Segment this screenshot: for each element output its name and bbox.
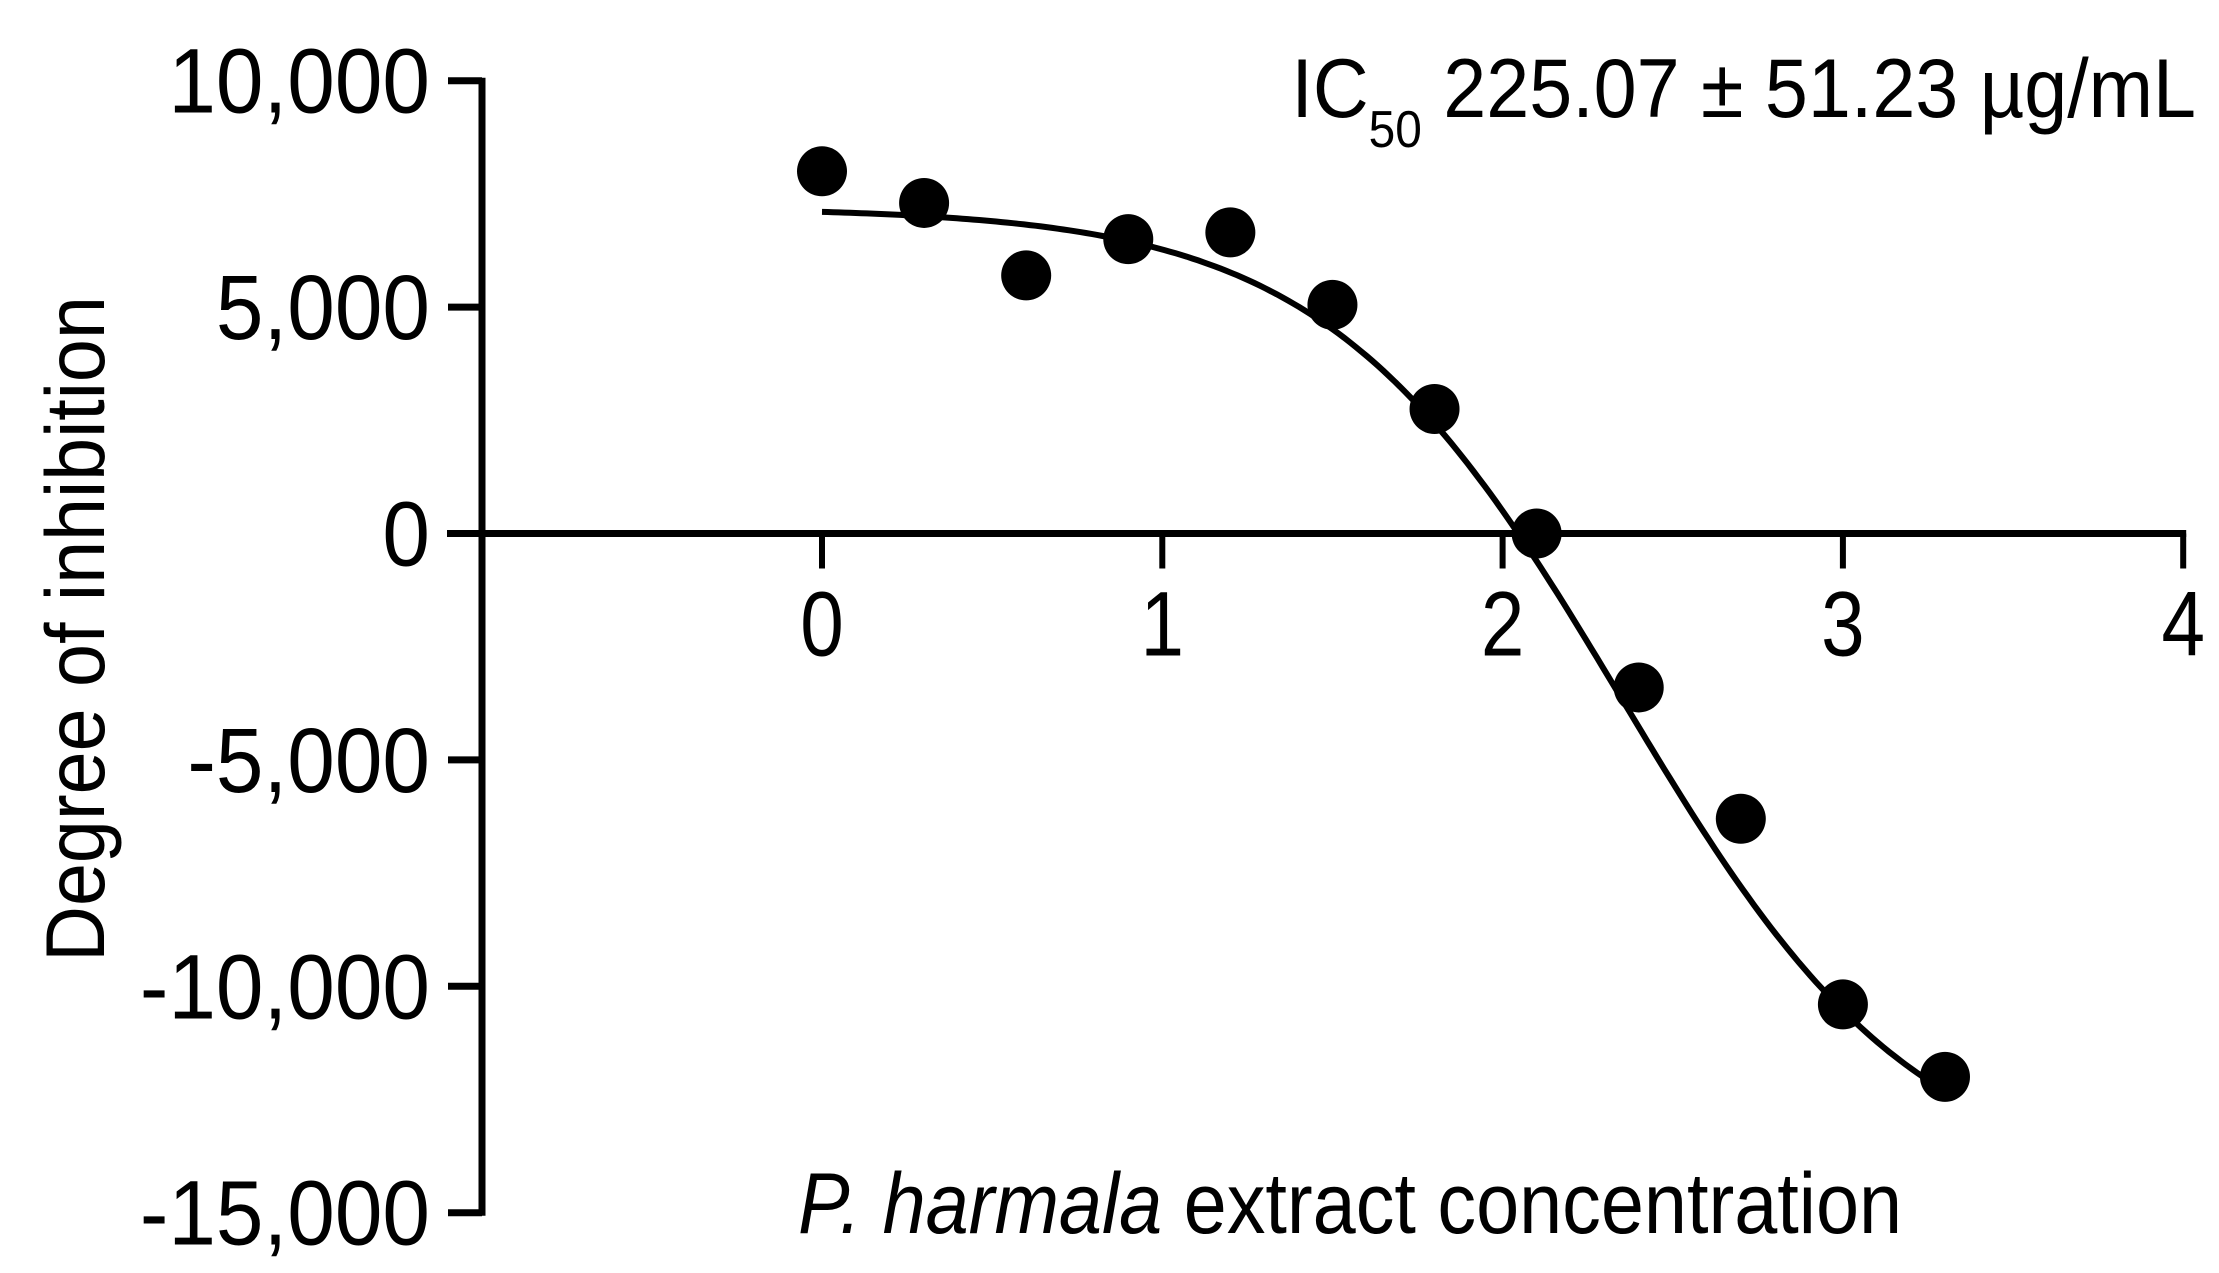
x-axis-title-rest: extract concentration [1162, 1156, 1902, 1252]
data-point [797, 146, 847, 197]
data-point [899, 177, 950, 228]
ic50-value: 225.07 ± 51.23 µg/mL [1422, 42, 2196, 136]
y-axis-title: Degree of inhibition [29, 296, 123, 962]
y-tick-label: -10,000 [140, 935, 430, 1038]
data-point [1409, 383, 1460, 434]
x-tick-label: 3 [1821, 574, 1864, 676]
fitted-curve [821, 208, 1947, 1094]
data-points [797, 146, 1970, 1102]
x-axis-title-italic: P. harmala [798, 1156, 1162, 1252]
x-tick-label: 0 [800, 574, 843, 676]
data-point [1613, 662, 1664, 713]
data-point [1001, 250, 1052, 301]
x-tick-label: 2 [1481, 574, 1524, 676]
axes [447, 77, 2187, 1216]
ic50-subscript: 50 [1369, 100, 1422, 158]
ic50-prefix: IC [1291, 42, 1368, 136]
data-point [1511, 508, 1562, 559]
y-tick-label: 5,000 [216, 256, 430, 359]
data-point [1205, 207, 1256, 258]
data-point [1103, 214, 1154, 265]
data-point [1817, 979, 1868, 1030]
ic50-annotation: IC50 225.07 ± 51.23 µg/mL [1291, 42, 2196, 158]
x-tick-label: 1 [1141, 574, 1184, 676]
y-tick-label: -15,000 [140, 1162, 430, 1265]
y-tick-label: 0 [382, 483, 430, 586]
y-axis-ticks: 10,000 5,000 0 -5,000 -10,000 -15,000 [140, 30, 482, 1265]
x-axis-ticks: 0 1 2 3 4 [800, 533, 2205, 676]
data-point [1715, 793, 1766, 844]
x-axis-title: P. harmala extract concentration [798, 1156, 1902, 1252]
x-tick-label: 4 [2161, 574, 2204, 676]
y-tick-label: -5,000 [187, 709, 430, 812]
data-point [1307, 279, 1358, 330]
y-tick-label: 10,000 [168, 30, 430, 133]
data-point [1919, 1051, 1970, 1102]
